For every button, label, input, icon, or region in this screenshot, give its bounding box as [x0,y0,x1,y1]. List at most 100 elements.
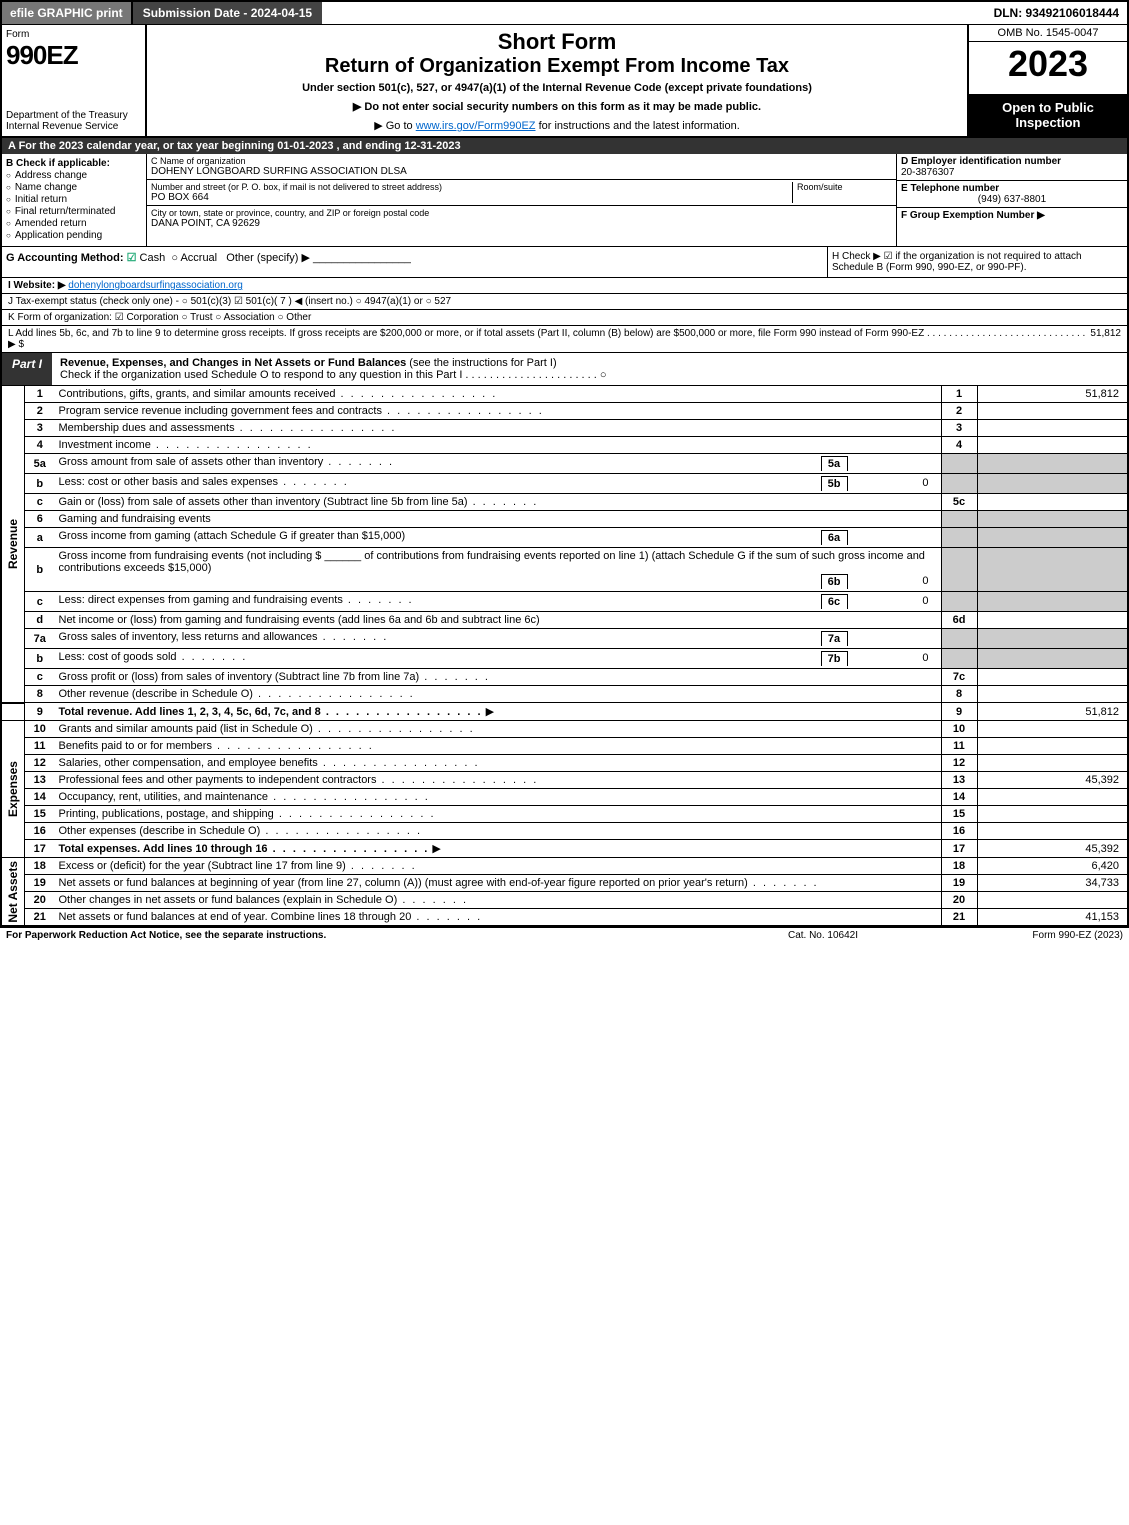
ln-13-no: 13 [25,772,55,789]
ln-11-col: 11 [941,738,977,755]
ln-6a-subval [847,530,937,545]
part-1-title: Revenue, Expenses, and Changes in Net As… [52,353,1127,385]
paperwork-notice: For Paperwork Reduction Act Notice, see … [6,930,723,941]
efile-print-button[interactable]: efile GRAPHIC print [2,2,133,24]
ln-5b-val [977,474,1127,494]
tax-exempt-status: J Tax-exempt status (check only one) - ○… [2,294,1127,310]
page-footer: For Paperwork Reduction Act Notice, see … [0,928,1129,943]
accounting-method: G Accounting Method: ☑ Cash ○ Accrual Ot… [2,247,827,277]
ln-13-desc: Professional fees and other payments to … [55,772,942,789]
ln-19-val: 34,733 [977,875,1127,892]
ln-7b-col [941,649,977,669]
ln-15-col: 15 [941,806,977,823]
ln-6d-no: d [25,612,55,629]
ln-6-val [977,511,1127,528]
ln-5a-subval [847,456,937,471]
part-1-title-bold: Revenue, Expenses, and Changes in Net As… [60,357,406,369]
ln-14-no: 14 [25,789,55,806]
ln-5a-text: Gross amount from sale of assets other t… [59,456,815,471]
title-block: Short Form Return of Organization Exempt… [147,25,967,136]
org-city-row: City or town, state or province, country… [147,206,896,231]
ln-9-desc: Total revenue. Add lines 1, 2, 3, 4, 5c,… [55,703,942,721]
ln-6d-val [977,612,1127,629]
website-row: I Website: ▶ dohenylongboardsurfingassoc… [2,278,1127,294]
part-1-header: Part I Revenue, Expenses, and Changes in… [2,353,1127,386]
chk-initial-return[interactable]: Initial return [6,194,142,205]
col-d-e-f: D Employer identification number 20-3876… [897,154,1127,246]
ln-8-no: 8 [25,686,55,703]
ln-10-col: 10 [941,721,977,738]
ln-14-col: 14 [941,789,977,806]
ssn-warning: ▶ Do not enter social security numbers o… [353,101,761,113]
chk-final-return[interactable]: Final return/terminated [6,206,142,217]
ein-label: D Employer identification number [901,156,1123,167]
street-value: PO BOX 664 [151,192,209,203]
ln-10-desc: Grants and similar amounts paid (list in… [55,721,942,738]
website-link[interactable]: dohenylongboardsurfingassociation.org [68,280,243,291]
ln-7b-no: b [25,649,55,669]
chk-address-change[interactable]: Address change [6,170,142,181]
goto-post: for instructions and the latest informat… [536,120,740,132]
schedule-b-check: H Check ▶ ☑ if the organization is not r… [827,247,1127,277]
irs-link[interactable]: www.irs.gov/Form990EZ [416,120,536,132]
chk-amended-return[interactable]: Amended return [6,218,142,229]
ln-7b-text: Less: cost of goods sold [59,651,815,666]
ln-15-val [977,806,1127,823]
ln-7a-no: 7a [25,629,55,649]
part-1-check: Check if the organization used Schedule … [60,369,607,381]
chk-name-change[interactable]: Name change [6,182,142,193]
ln-7b-box: 7b [821,651,847,666]
ln-8-col: 8 [941,686,977,703]
ln-7a-col [941,629,977,649]
public-badge: Open to Public Inspection [969,94,1127,136]
ln-6-desc: Gaming and fundraising events [55,511,942,528]
ln-8-val [977,686,1127,703]
cash-option[interactable]: Cash [140,252,166,264]
ln-5a-col [941,454,977,474]
ln-7a-subval [847,631,937,646]
ln-18-col: 18 [941,858,977,875]
expenses-text: Expenses [6,761,20,817]
ln-15-no: 15 [25,806,55,823]
ln-6b-desc: Gross income from fundraising events (no… [55,548,942,592]
col-c-org-info: C Name of organization DOHENY LONGBOARD … [147,154,897,246]
street-label: Number and street (or P. O. box, if mail… [151,182,792,192]
expenses-side-label: Expenses [2,721,25,858]
revenue-text: Revenue [6,519,20,569]
ln-6d-desc: Net income or (loss) from gaming and fun… [55,612,942,629]
main-title: Return of Organization Exempt From Incom… [151,55,963,78]
subtitle-2a: ▶ Do not enter social security numbers o… [151,100,963,113]
ein-row: D Employer identification number 20-3876… [897,154,1127,181]
ln-12-no: 12 [25,755,55,772]
ln-17-no: 17 [25,840,55,858]
ln-11-no: 11 [25,738,55,755]
form-990ez-page: efile GRAPHIC print Submission Date - 20… [0,0,1129,928]
ln-17-val: 45,392 [977,840,1127,858]
chk-application-pending[interactable]: Application pending [6,230,142,241]
ln-6b-subval: 0 [847,574,937,589]
accrual-option[interactable]: Accrual [180,252,217,264]
ln-10-no: 10 [25,721,55,738]
ln-12-desc: Salaries, other compensation, and employ… [55,755,942,772]
ln-6a-text: Gross income from gaming (attach Schedul… [59,530,815,545]
ln-9-col: 9 [941,703,977,721]
ln-19-no: 19 [25,875,55,892]
ln-6a-val [977,528,1127,548]
goto-pre: ▶ Go to [374,120,415,132]
form-ref: Form 990-EZ (2023) [923,930,1123,941]
omb-number: OMB No. 1545-0047 [969,25,1127,42]
ln-11-val [977,738,1127,755]
ln-4-no: 4 [25,437,55,454]
ln-2-col: 2 [941,403,977,420]
ln-9-no: 9 [25,703,55,721]
ein-value: 20-3876307 [901,167,1123,178]
ln-5a-val [977,454,1127,474]
form-id-block: Form 990EZ Department of the Treasury In… [2,25,147,136]
ln-12-val [977,755,1127,772]
ln-7a-box: 7a [821,631,847,646]
ln-7c-col: 7c [941,669,977,686]
ln-6c-desc: Less: direct expenses from gaming and fu… [55,592,942,612]
ln-11-desc: Benefits paid to or for members [55,738,942,755]
other-option[interactable]: Other (specify) ▶ [226,252,310,264]
ln-9-val: 51,812 [977,703,1127,721]
